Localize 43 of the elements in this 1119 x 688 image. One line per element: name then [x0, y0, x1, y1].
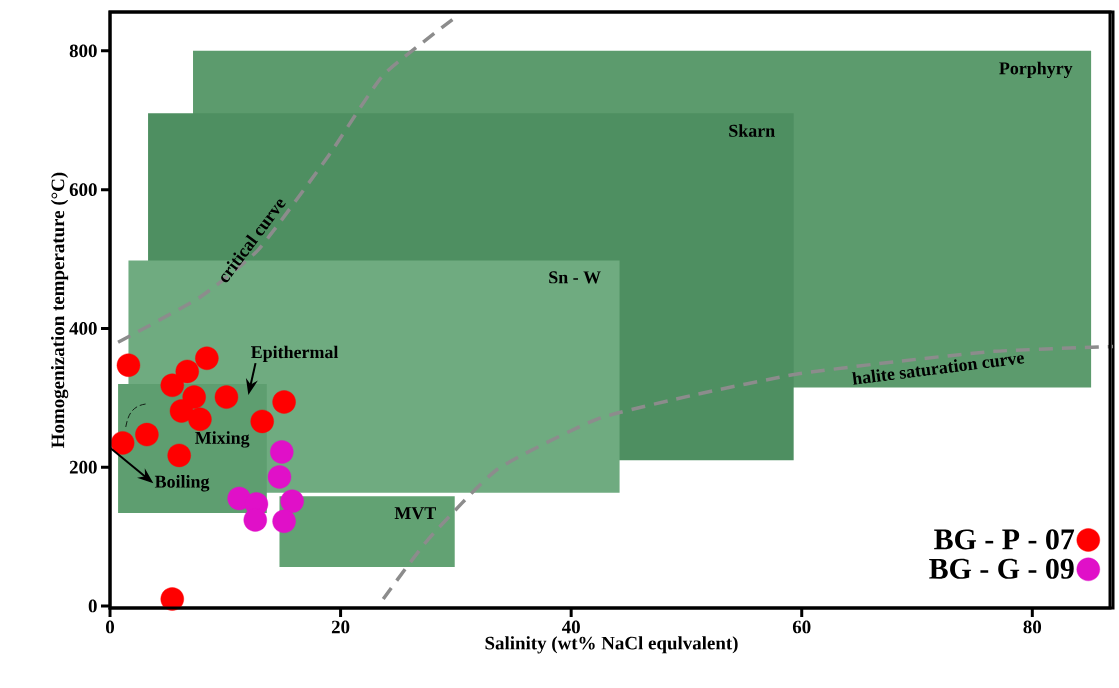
legend-label: BG - P - 07: [934, 529, 1075, 550]
y-tick-label: 400: [69, 322, 97, 335]
y-tick-label: 0: [88, 599, 97, 613]
point: [272, 509, 296, 533]
series-label: Porphyry: [999, 61, 1073, 79]
point: [160, 373, 184, 397]
point: [135, 422, 159, 447]
point: [280, 489, 304, 513]
series-label: MVT: [394, 507, 436, 520]
point: [250, 409, 274, 434]
point: [272, 390, 296, 414]
point: [116, 353, 141, 377]
annotation: Boiling: [154, 475, 210, 492]
line-series: [116, 17, 455, 345]
point: [243, 508, 267, 532]
series-label: Skarn: [729, 124, 775, 137]
legend-label: BG - G - 09: [929, 558, 1074, 579]
series-label: Epithermal: [251, 345, 339, 362]
series-label: Sn - W: [549, 271, 601, 284]
point: [167, 443, 191, 468]
x-tick-label: 40: [561, 620, 580, 634]
point: [169, 399, 194, 423]
point: [160, 587, 184, 611]
y-tick-label: 200: [69, 460, 97, 474]
point: [195, 346, 219, 370]
x-tick-label: 20: [331, 620, 350, 634]
x-tick-label: 80: [1023, 620, 1042, 634]
y-axis-title: Homogenization temperature (°C): [50, 172, 69, 448]
y-tick-label: 600: [69, 183, 97, 196]
annotation: Mixing: [195, 431, 250, 448]
point: [267, 465, 292, 489]
x-tick-label: 0: [106, 620, 115, 634]
point: [188, 407, 212, 431]
line-series: [381, 344, 1114, 601]
x-tick-label: 60: [792, 620, 811, 634]
x-axis-title: Salinity (wt% NaCl equlvalent): [485, 636, 738, 654]
text: halite saturation curve: [851, 355, 1025, 385]
point: [175, 359, 199, 384]
y-tick-label: 800: [69, 44, 97, 58]
point: [214, 385, 239, 409]
point: [182, 385, 206, 409]
point: [110, 431, 135, 455]
point: [270, 440, 294, 464]
